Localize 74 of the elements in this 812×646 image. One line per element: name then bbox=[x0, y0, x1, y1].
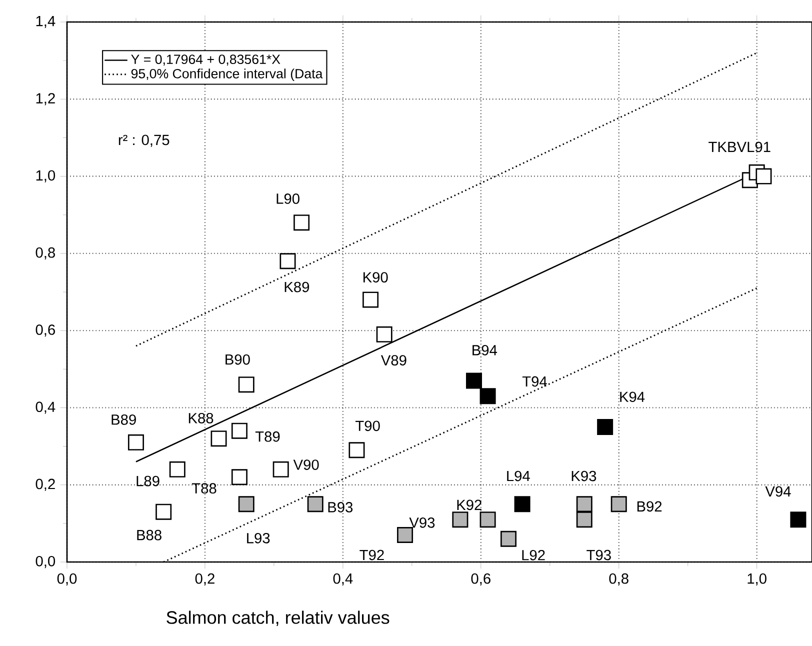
annotation: V89 bbox=[380, 355, 406, 366]
point bbox=[362, 292, 379, 308]
point bbox=[231, 422, 248, 439]
point bbox=[397, 526, 414, 544]
point bbox=[156, 504, 172, 520]
y-tick-label: 1,0 bbox=[36, 170, 56, 182]
y-tick-label: 0,0 bbox=[36, 556, 56, 568]
y-tick-label: 0,4 bbox=[36, 402, 56, 414]
annotation: V93 bbox=[409, 517, 435, 528]
point bbox=[128, 434, 144, 450]
point bbox=[466, 372, 482, 389]
annotation: B88 bbox=[137, 530, 162, 540]
y-tick-label: 1,4 bbox=[36, 16, 56, 28]
annotation: B94 bbox=[472, 345, 498, 356]
point bbox=[480, 388, 496, 404]
point bbox=[756, 168, 772, 184]
annotation: r² : 0,75 bbox=[118, 134, 170, 147]
x-tick-label: 0,8 bbox=[609, 573, 628, 586]
y-tick-label: 0,8 bbox=[36, 247, 55, 260]
legend-label: Y = 0,17964 + 0,83561*X bbox=[131, 54, 280, 66]
point bbox=[307, 496, 324, 512]
legend-label: 95,0% Confidence interval (Data bbox=[131, 68, 323, 82]
annotation: T88 bbox=[192, 483, 216, 494]
point bbox=[210, 430, 227, 447]
point bbox=[576, 512, 592, 528]
annotation: L92 bbox=[522, 550, 545, 560]
x-tick-label: 0,6 bbox=[471, 573, 490, 586]
annotation: T93 bbox=[586, 550, 611, 560]
annotation: K94 bbox=[620, 392, 645, 402]
annotation: T89 bbox=[255, 431, 280, 442]
point bbox=[597, 418, 614, 435]
annotation: T92 bbox=[360, 550, 384, 560]
point bbox=[576, 496, 592, 512]
annotation: L93 bbox=[247, 532, 270, 544]
point bbox=[376, 326, 392, 342]
point bbox=[452, 512, 468, 528]
annotation: B93 bbox=[328, 502, 353, 512]
x-tick-label: 1,0 bbox=[748, 573, 766, 586]
y-tick-label: 1,2 bbox=[36, 93, 55, 106]
x-tick-label: 0,2 bbox=[195, 573, 214, 586]
annotation: K88 bbox=[188, 412, 214, 424]
point bbox=[294, 214, 310, 231]
annotation: L90 bbox=[276, 194, 300, 204]
point bbox=[231, 469, 248, 486]
point bbox=[348, 442, 365, 458]
point bbox=[238, 496, 254, 512]
annotation: V90 bbox=[293, 460, 319, 470]
point bbox=[280, 253, 296, 270]
y-tick-label: 0,2 bbox=[36, 478, 55, 491]
x-tick-label: 0,4 bbox=[333, 573, 353, 586]
annotation: L94 bbox=[507, 470, 530, 482]
annotation: TKBVL91 bbox=[708, 142, 770, 152]
annotation: B89 bbox=[112, 414, 136, 425]
point bbox=[169, 461, 186, 478]
point bbox=[790, 512, 806, 528]
annotation: K90 bbox=[363, 272, 388, 283]
annotation: B90 bbox=[226, 354, 250, 365]
annotation: K89 bbox=[284, 282, 310, 292]
x-tick-label: 0,0 bbox=[57, 573, 77, 586]
point bbox=[514, 496, 530, 512]
point bbox=[610, 496, 627, 512]
point bbox=[272, 461, 289, 478]
annotation: V94 bbox=[765, 486, 791, 497]
point bbox=[480, 512, 496, 528]
annotation: B92 bbox=[637, 501, 662, 512]
annotation: K93 bbox=[572, 470, 596, 482]
x-axis-title: Salmon catch, relativ values bbox=[166, 610, 390, 626]
annotation: K92 bbox=[457, 500, 482, 510]
point bbox=[238, 376, 254, 393]
y-tick-label: 0,6 bbox=[36, 324, 55, 337]
point bbox=[500, 530, 516, 547]
annotation: T94 bbox=[522, 376, 547, 387]
annotation: T90 bbox=[355, 420, 380, 432]
annotation: L89 bbox=[136, 476, 160, 486]
